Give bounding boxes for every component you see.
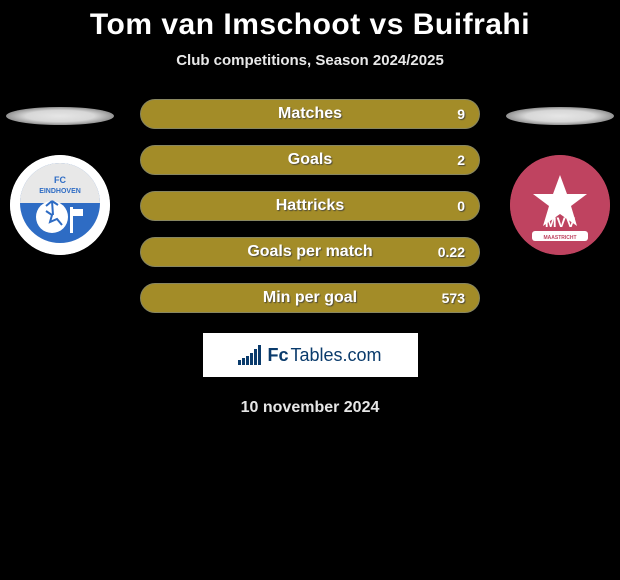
- comparison-area: FC EINDHOVEN MVV MAAS: [0, 99, 620, 417]
- stat-bar-matches: Matches 9: [140, 99, 480, 129]
- stat-value-right: 2: [457, 152, 465, 168]
- stat-value-right: 9: [457, 106, 465, 122]
- club-badge-right: MVV MAASTRICHT: [510, 155, 610, 255]
- stats-bars: Matches 9 Goals 2 Hattricks 0: [140, 99, 480, 313]
- stat-value-right: 0.22: [438, 244, 465, 260]
- left-player-column: FC EINDHOVEN: [0, 99, 120, 255]
- page-title: Tom van Imschoot vs Buifrahi: [0, 0, 620, 42]
- right-player-column: MVV MAASTRICHT: [500, 99, 620, 255]
- brand-tables: Tables.com: [290, 345, 381, 366]
- stat-label: Hattricks: [276, 197, 344, 215]
- brand-box: FcTables.com: [203, 333, 418, 377]
- brand-bars-icon: [238, 345, 261, 365]
- photo-placeholder-shadow-right: [506, 107, 614, 125]
- subtitle: Club competitions, Season 2024/2025: [0, 52, 620, 69]
- stat-value-right: 0: [457, 198, 465, 214]
- stat-bar-gpm: Goals per match 0.22: [140, 237, 480, 267]
- stat-bar-hattricks: Hattricks 0: [140, 191, 480, 221]
- svg-text:MVV: MVV: [545, 214, 576, 230]
- stat-label: Matches: [278, 105, 342, 123]
- fc-eindhoven-logo: FC EINDHOVEN: [10, 155, 110, 255]
- photo-placeholder-shadow-left: [6, 107, 114, 125]
- stat-bar-mpg: Min per goal 573: [140, 283, 480, 313]
- svg-text:FC: FC: [54, 175, 66, 185]
- club-badge-left: FC EINDHOVEN: [10, 155, 110, 255]
- svg-text:MAASTRICHT: MAASTRICHT: [543, 235, 576, 241]
- stat-value-right: 573: [442, 290, 465, 306]
- mvv-logo: MVV MAASTRICHT: [510, 155, 610, 255]
- stat-bar-goals: Goals 2: [140, 145, 480, 175]
- stat-label: Goals per match: [247, 243, 372, 261]
- brand-fc: Fc: [267, 345, 288, 366]
- stat-label: Goals: [288, 151, 332, 169]
- stat-label: Min per goal: [263, 289, 357, 307]
- date-text: 10 november 2024: [0, 399, 620, 417]
